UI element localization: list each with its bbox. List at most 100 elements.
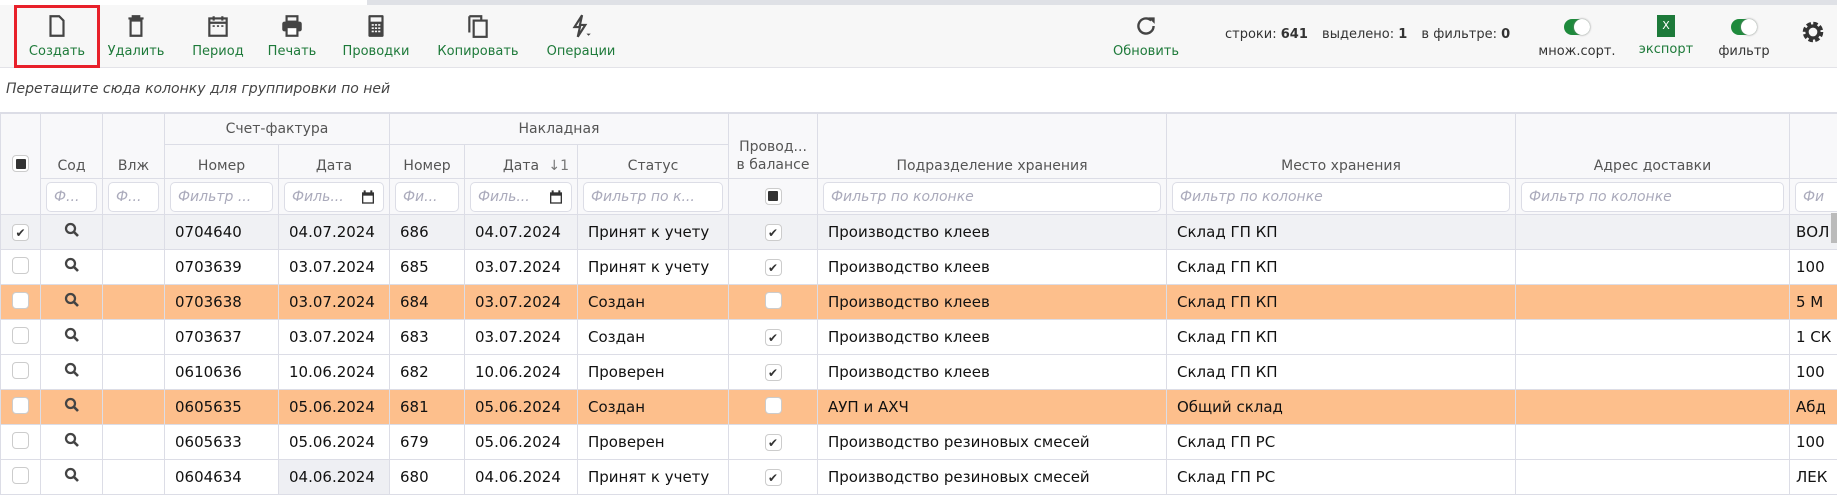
horizontal-scrollbar[interactable] <box>1831 213 1837 243</box>
search-icon[interactable] <box>63 361 81 379</box>
search-icon[interactable] <box>63 466 81 484</box>
row-checkbox[interactable] <box>12 257 29 274</box>
in-balance-checkbox[interactable]: ✔ <box>765 469 782 486</box>
filter-input-n_date[interactable]: Филь... <box>470 182 572 212</box>
search-icon[interactable] <box>63 291 81 309</box>
rows-count: 641 <box>1281 27 1308 42</box>
view-cell <box>41 215 103 250</box>
filter-input-sf_num[interactable]: Фильтр ... <box>170 182 273 212</box>
toggle-switch[interactable] <box>1564 19 1590 35</box>
in-balance-checkbox[interactable]: ✔ <box>765 364 782 381</box>
row-checkbox[interactable] <box>12 327 29 344</box>
invoice-date: 10.06.2024 <box>279 355 390 390</box>
search-icon[interactable] <box>63 431 81 449</box>
search-icon[interactable] <box>63 221 81 239</box>
in-balance-checkbox[interactable]: ✔ <box>765 434 782 451</box>
view-cell <box>41 390 103 425</box>
multisort-toggle[interactable]: множ.сорт. <box>1532 5 1622 68</box>
header-status[interactable]: Статус <box>578 145 729 179</box>
row-checkbox[interactable]: ✔ <box>12 224 29 241</box>
delete-button[interactable]: Удалить <box>100 5 172 68</box>
storage-division: Производство резиновых смесей <box>818 460 1167 495</box>
header-sf-date[interactable]: Дата <box>279 145 390 179</box>
group-by-panel[interactable]: Перетащите сюда колонку для группировки … <box>0 68 1837 113</box>
filter-input-sf_date[interactable]: Филь... <box>284 182 384 212</box>
filter-input-vlzh[interactable]: Ф... <box>108 182 159 212</box>
excel-icon: X <box>1657 15 1675 37</box>
postings-button[interactable]: Проводки <box>330 5 422 68</box>
header-sf-num[interactable]: Номер <box>165 145 279 179</box>
filter-cell: Фильтр по колонке <box>1167 179 1516 215</box>
header-group-invoice: Счет-фактура <box>165 114 390 145</box>
filter-input-n_num[interactable]: Фи... <box>395 182 459 212</box>
view-cell <box>41 425 103 460</box>
row-checkbox[interactable] <box>12 397 29 414</box>
operations-button[interactable]: Операции <box>530 5 632 68</box>
filter-cell <box>729 179 818 215</box>
in-balance-checkbox[interactable]: ✔ <box>765 224 782 241</box>
row-checkbox[interactable] <box>12 292 29 309</box>
filter-cell: Фи <box>1790 179 1837 215</box>
calendar-icon <box>548 189 564 205</box>
header-podr[interactable]: Подразделение хранения <box>818 114 1167 179</box>
search-icon[interactable] <box>63 256 81 274</box>
header-sod[interactable]: Сод <box>41 114 103 179</box>
filter-toggle[interactable]: фильтр <box>1712 5 1776 68</box>
row-checkbox[interactable] <box>12 362 29 379</box>
settings-button[interactable] <box>1798 5 1828 68</box>
attachment-cell <box>103 250 165 285</box>
refresh-button[interactable]: Обновить <box>1105 5 1187 68</box>
print-button[interactable]: Печать <box>256 5 328 68</box>
filter-input-mesto[interactable]: Фильтр по колонке <box>1172 182 1510 212</box>
waybill-number: 682 <box>390 355 465 390</box>
filter-cell: Ф... <box>41 179 103 215</box>
storage-place: Склад ГП КП <box>1167 215 1516 250</box>
sort-indicator: ↓1 <box>548 158 569 174</box>
row-select: ✔ <box>1 215 41 250</box>
header-adres[interactable]: Адрес доставки <box>1516 114 1790 179</box>
row-checkbox[interactable] <box>12 432 29 449</box>
invoice-date: 04.07.2024 <box>279 215 390 250</box>
storage-division: Производство резиновых смесей <box>818 425 1167 460</box>
filter-input-sod[interactable]: Ф... <box>46 182 97 212</box>
in-balance-checkbox[interactable] <box>765 292 782 309</box>
waybill-number: 681 <box>390 390 465 425</box>
waybill-number: 680 <box>390 460 465 495</box>
header-n-num[interactable]: Номер <box>390 145 465 179</box>
header-mesto[interactable]: Место хранения <box>1167 114 1516 179</box>
select-all-checkbox[interactable] <box>12 155 29 172</box>
filter-cell: Фильтр по колонке <box>818 179 1167 215</box>
period-button[interactable]: Период <box>182 5 254 68</box>
in-balance: ✔ <box>729 250 818 285</box>
waybill-date: 03.07.2024 <box>465 285 578 320</box>
header-last[interactable] <box>1790 114 1837 179</box>
toggle-switch[interactable] <box>1731 19 1757 35</box>
create-button[interactable]: Создать <box>14 5 100 68</box>
filter-cell: Ф... <box>103 179 165 215</box>
in-balance-checkbox[interactable]: ✔ <box>765 329 782 346</box>
row-select <box>1 460 41 495</box>
in-balance-checkbox[interactable] <box>765 397 782 414</box>
search-icon[interactable] <box>63 326 81 344</box>
filter-input-podr[interactable]: Фильтр по колонке <box>823 182 1161 212</box>
header-n-date[interactable]: Дата↓1 <box>465 145 578 179</box>
copy-button[interactable]: Копировать <box>428 5 528 68</box>
prov-filter-checkbox[interactable] <box>765 188 782 205</box>
filter-input-status[interactable]: Фильтр по к... <box>583 182 723 212</box>
header-vlzh[interactable]: Влж <box>103 114 165 179</box>
in-balance-checkbox[interactable]: ✔ <box>765 259 782 276</box>
filter-input-last[interactable]: Фи <box>1795 182 1837 212</box>
row-checkbox[interactable] <box>12 467 29 484</box>
header-prov[interactable]: Провод...в балансе <box>729 114 818 179</box>
filter-input-adres[interactable]: Фильтр по колонке <box>1521 182 1784 212</box>
search-icon[interactable] <box>63 396 81 414</box>
export-button[interactable]: X экспорт <box>1636 5 1696 68</box>
